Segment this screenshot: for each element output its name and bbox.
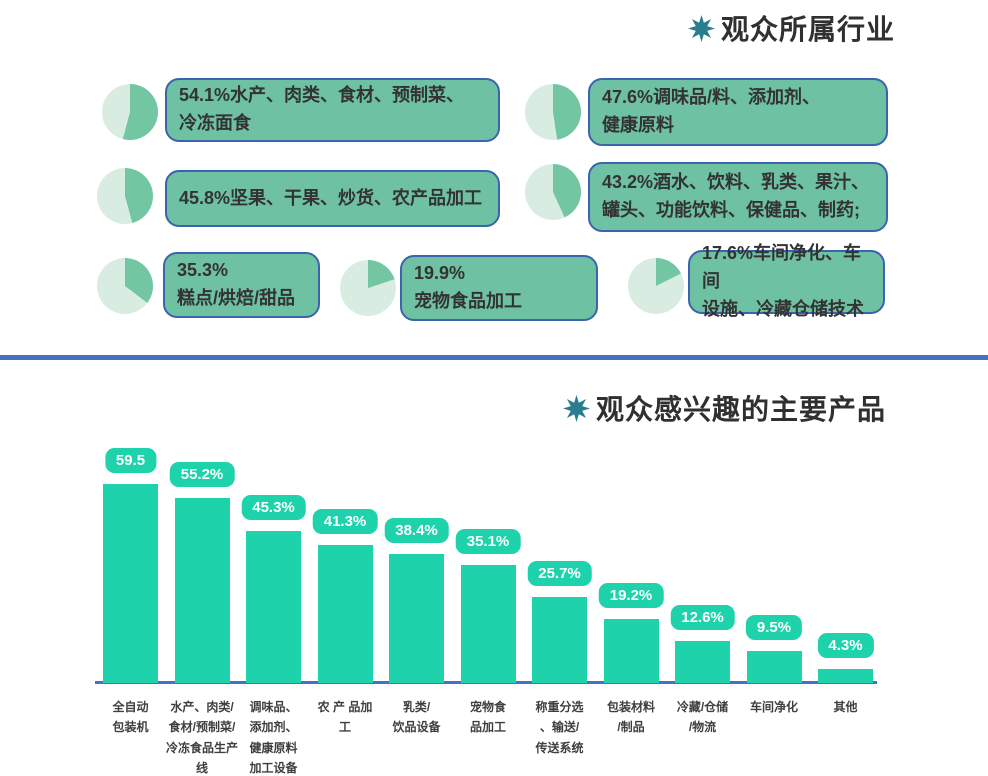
bar-value-label: 55.2% xyxy=(169,462,235,487)
bar xyxy=(460,565,516,683)
industry-stat-label: 45.8%坚果、干果、炒货、农产品加工 xyxy=(179,187,483,208)
bar-category-label: 其他 xyxy=(833,700,858,714)
industry-section-title: 观众所属行业 xyxy=(688,8,895,48)
bar-value-label: 9.5% xyxy=(745,615,803,640)
bar-value-label: 38.4% xyxy=(384,518,449,543)
bar xyxy=(174,498,230,683)
industry-stat-box: 43.2%酒水、饮料、乳类、果汁、 罐头、功能饮料、保健品、制药; xyxy=(588,162,888,232)
bar-category-label: 农 产 品加 工 xyxy=(317,700,373,735)
pie-chart-icon xyxy=(97,258,153,314)
bar xyxy=(246,531,301,683)
bar-value-label: 35.1% xyxy=(455,529,521,554)
bar-category-label: 包装材料 /制品 xyxy=(606,700,655,735)
section-divider xyxy=(0,355,988,360)
bar-category-label: 水产、肉类/ 食材/预制菜/ 冷冻食品生产 线 xyxy=(165,700,238,776)
bar-value-label: 59.5 xyxy=(104,448,157,473)
pie-chart-icon xyxy=(628,258,684,314)
bar-category-label: 称重分选 、输送/ 传送系统 xyxy=(535,700,584,755)
star-icon xyxy=(563,394,590,422)
bar-value-label: 12.6% xyxy=(670,605,735,630)
industry-stat-label: 19.9% 宠物食品加工 xyxy=(414,263,522,311)
bar-value-label: 45.3% xyxy=(241,495,306,520)
bar xyxy=(532,597,587,683)
bar-category-label: 乳类/ 饮品设备 xyxy=(392,700,441,735)
industry-stat-label: 35.3% 糕点/烘焙/甜品 xyxy=(177,260,296,308)
bar-value-label: 4.3% xyxy=(817,633,874,658)
bar xyxy=(389,554,444,683)
industry-stat-box: 54.1%水产、肉类、食材、预制菜、 冷冻面食 xyxy=(165,78,500,142)
industry-stat-box: 47.6%调味品/料、添加剂、 健康原料 xyxy=(588,78,888,146)
pie-chart-icon xyxy=(525,84,581,140)
industry-stat-box: 35.3% 糕点/烘焙/甜品 xyxy=(163,252,320,318)
bar-value-label: 19.2% xyxy=(598,583,664,608)
pie-chart-icon xyxy=(525,164,581,220)
bar xyxy=(103,484,158,683)
pie-chart-icon xyxy=(97,168,153,224)
bar-category-label: 宠物食 品加工 xyxy=(469,700,506,735)
bar xyxy=(317,545,373,683)
bar xyxy=(603,619,659,683)
industry-title-text: 观众所属行业 xyxy=(721,14,896,45)
industry-stat-label: 17.6%车间净化、车间 设施、冷藏仓储技术 xyxy=(702,243,864,319)
pie-chart-icon xyxy=(340,260,396,316)
products-section-title: 观众感兴趣的主要产品 xyxy=(563,388,886,428)
bar xyxy=(675,641,730,683)
bar-category-label: 车间净化 xyxy=(749,700,798,714)
bar-category-label: 冷藏/仓储 /物流 xyxy=(676,700,729,735)
bar-category-label: 调味品、 添加剂、 健康原料 加工设备 xyxy=(249,700,298,776)
pie-chart-icon xyxy=(102,84,158,140)
bar xyxy=(746,651,802,683)
star-icon xyxy=(688,14,715,42)
bar-value-label: 25.7% xyxy=(527,561,592,586)
industry-stat-label: 47.6%调味品/料、添加剂、 健康原料 xyxy=(602,87,821,135)
industry-stat-label: 54.1%水产、肉类、食材、预制菜、 冷冻面食 xyxy=(179,85,465,133)
industry-stat-box: 19.9% 宠物食品加工 xyxy=(400,255,598,321)
industry-stat-box: 17.6%车间净化、车间 设施、冷藏仓储技术 xyxy=(688,243,885,319)
bar-category-label: 全自动 包装机 xyxy=(112,700,149,735)
industry-stat-box: 45.8%坚果、干果、炒货、农产品加工 xyxy=(165,170,500,227)
products-title-text: 观众感兴趣的主要产品 xyxy=(596,394,887,425)
industry-stat-label: 43.2%酒水、饮料、乳类、果汁、 罐头、功能饮料、保健品、制药; xyxy=(602,172,870,220)
bar xyxy=(818,669,873,683)
bar-value-label: 41.3% xyxy=(312,509,378,534)
